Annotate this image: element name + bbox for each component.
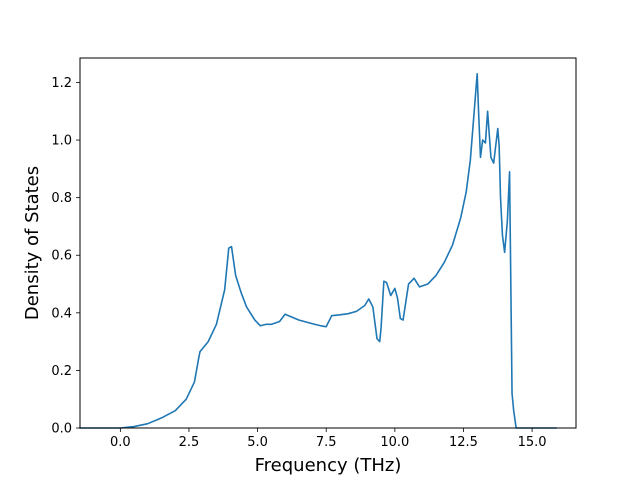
x-tick-label: 0.0: [110, 435, 131, 450]
series-line-0: [79, 73, 557, 429]
y-tick-label: 1.0: [51, 134, 72, 149]
x-tick-label: 15.0: [518, 435, 547, 450]
y-axis: 0.0 0.2 0.4 0.6 0.8 1.0 1.2: [51, 76, 80, 437]
y-tick-label: 0.8: [51, 191, 72, 206]
x-tick-label: 12.5: [449, 435, 478, 450]
y-tick-label: 0.4: [51, 306, 72, 321]
y-tick-label: 0.2: [51, 364, 72, 379]
y-tick-label: 0.6: [51, 249, 72, 264]
y-axis-title: Density of States: [22, 166, 43, 320]
y-tick-label: 1.2: [51, 76, 72, 91]
x-tick-label: 10.0: [380, 435, 409, 450]
x-axis-title: Frequency (THz): [255, 455, 402, 476]
plot-frame: [79, 57, 577, 429]
y-tick-label: 0.0: [51, 422, 72, 437]
x-axis: 0.0 2.5 5.0 7.5 10.0 12.5 15.0: [110, 428, 547, 450]
x-tick-label: 2.5: [179, 435, 200, 450]
plot-area: [79, 73, 557, 429]
x-tick-label: 5.0: [247, 435, 268, 450]
x-tick-label: 7.5: [316, 435, 337, 450]
